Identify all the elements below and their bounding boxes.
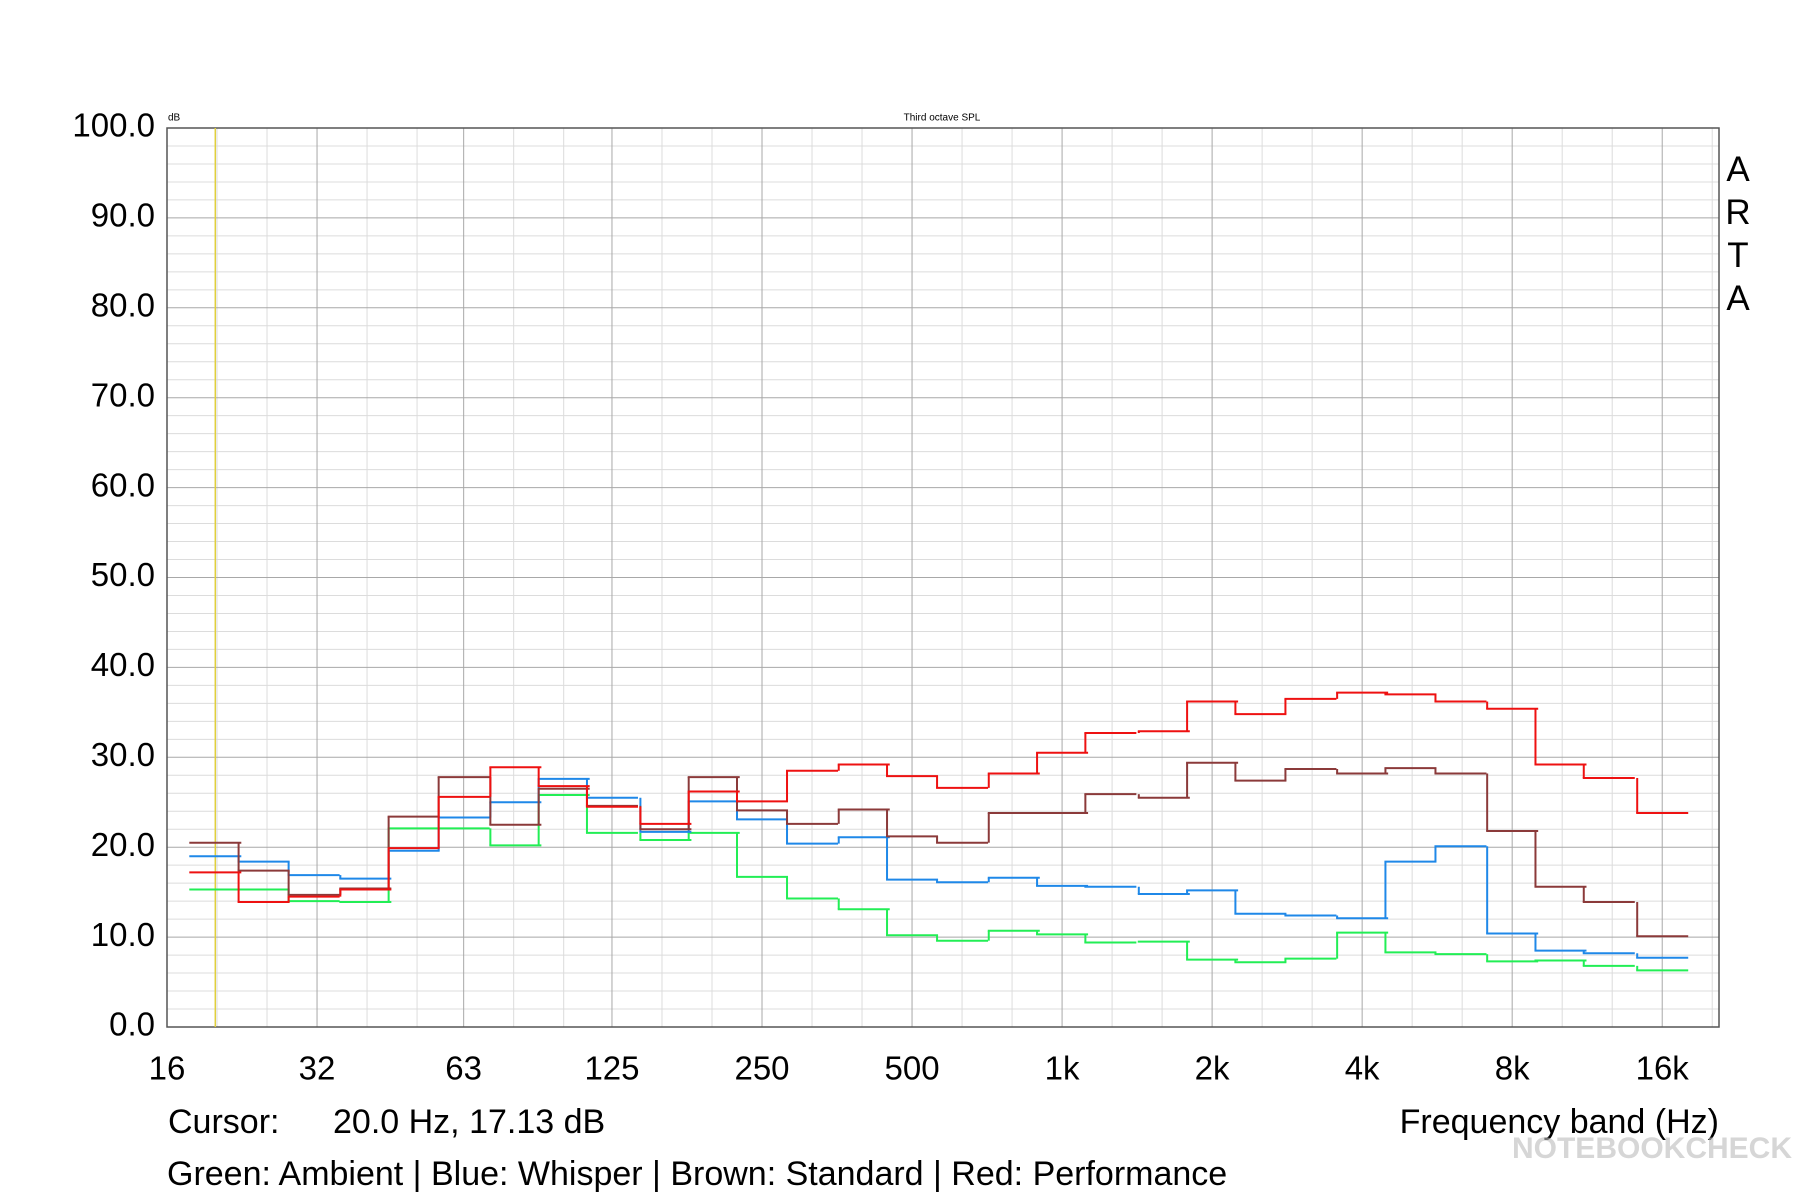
y-tick-label: 0.0 xyxy=(109,1006,155,1043)
y-tick-label: 90.0 xyxy=(91,197,155,234)
brand: ARTA xyxy=(1719,150,1758,322)
x-tick-label: 500 xyxy=(885,1050,940,1087)
x-axis-label: Frequency band (Hz) xyxy=(1400,1103,1719,1141)
plot-frame xyxy=(166,127,1720,1028)
watermark: NOTEBOOKCHECK xyxy=(1512,1132,1792,1165)
x-tick-label: 8k xyxy=(1495,1050,1530,1087)
x-tick-label: 63 xyxy=(445,1050,482,1087)
x-tick-label: 16k xyxy=(1636,1050,1690,1087)
x-tick-label: 1k xyxy=(1045,1050,1080,1087)
x-tick-label: 16 xyxy=(149,1050,186,1087)
y-tick-label: 10.0 xyxy=(91,916,155,953)
y-tick-label: 40.0 xyxy=(91,646,155,683)
y-tick-label: 60.0 xyxy=(91,466,155,503)
y-tick-label: 50.0 xyxy=(91,556,155,593)
x-tick-label: 4k xyxy=(1345,1050,1380,1087)
y-tick-label: 80.0 xyxy=(91,287,155,324)
cursor-text: 20.0 Hz, 17.13 dB xyxy=(333,1103,605,1141)
y-unit: dB xyxy=(168,113,181,124)
plot xyxy=(189,691,1689,972)
y-tick-label: 20.0 xyxy=(91,826,155,863)
cursor-label: Cursor: xyxy=(168,1103,279,1141)
y-tick-label: 100.0 xyxy=(72,107,155,144)
x-tick-label: 125 xyxy=(584,1050,639,1087)
chart-title: Third octave SPL xyxy=(904,113,981,124)
caption: Green: Ambient | Blue: Whisper | Brown: … xyxy=(167,1155,1227,1193)
x-tick-label: 32 xyxy=(299,1050,336,1087)
x-tick-label: 250 xyxy=(734,1050,789,1087)
y-tick-label: 30.0 xyxy=(91,736,155,773)
y-tick-label: 70.0 xyxy=(91,376,155,413)
x-tick-label: 2k xyxy=(1195,1050,1230,1087)
